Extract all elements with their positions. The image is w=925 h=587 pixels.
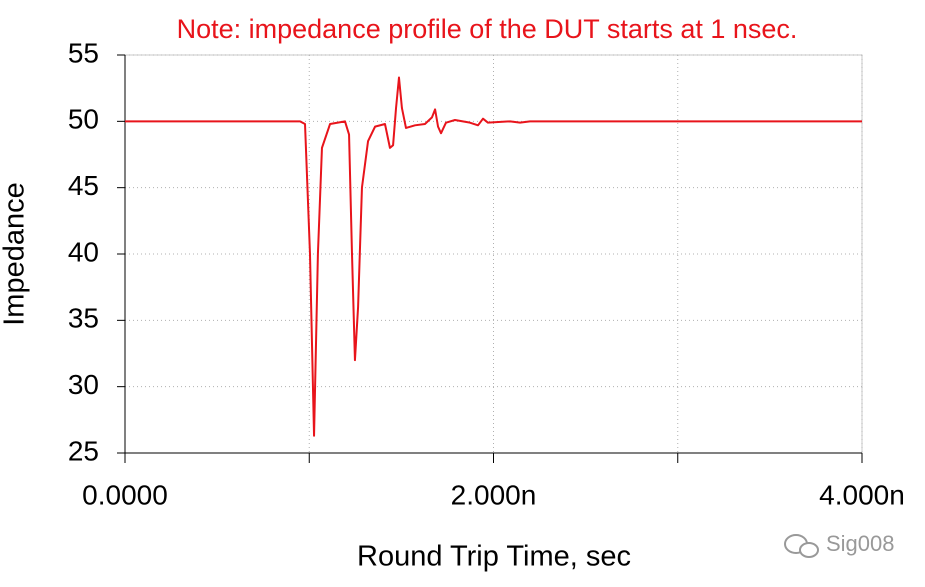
y-tick-label: 40: [68, 236, 99, 267]
x-axis-label: Round Trip Time, sec: [357, 541, 631, 573]
y-axis-label: Impedance: [0, 182, 31, 326]
y-tick-label: 35: [68, 303, 99, 334]
data-line: [125, 76, 862, 437]
x-tick-label: 2.000n: [451, 479, 537, 510]
y-tick-label: 45: [68, 170, 99, 201]
y-tick-label: 25: [68, 435, 99, 466]
x-tick-label: 4.000n: [819, 479, 905, 510]
chart-title: Note: impedance profile of the DUT start…: [177, 14, 798, 44]
x-tick-label: 0.0000: [82, 479, 168, 510]
y-tick-label: 30: [68, 369, 99, 400]
watermark: Sig008: [826, 531, 895, 556]
y-tick-label: 55: [68, 37, 99, 68]
y-tick-label: 50: [68, 104, 99, 135]
watermark-icon: [784, 534, 819, 558]
